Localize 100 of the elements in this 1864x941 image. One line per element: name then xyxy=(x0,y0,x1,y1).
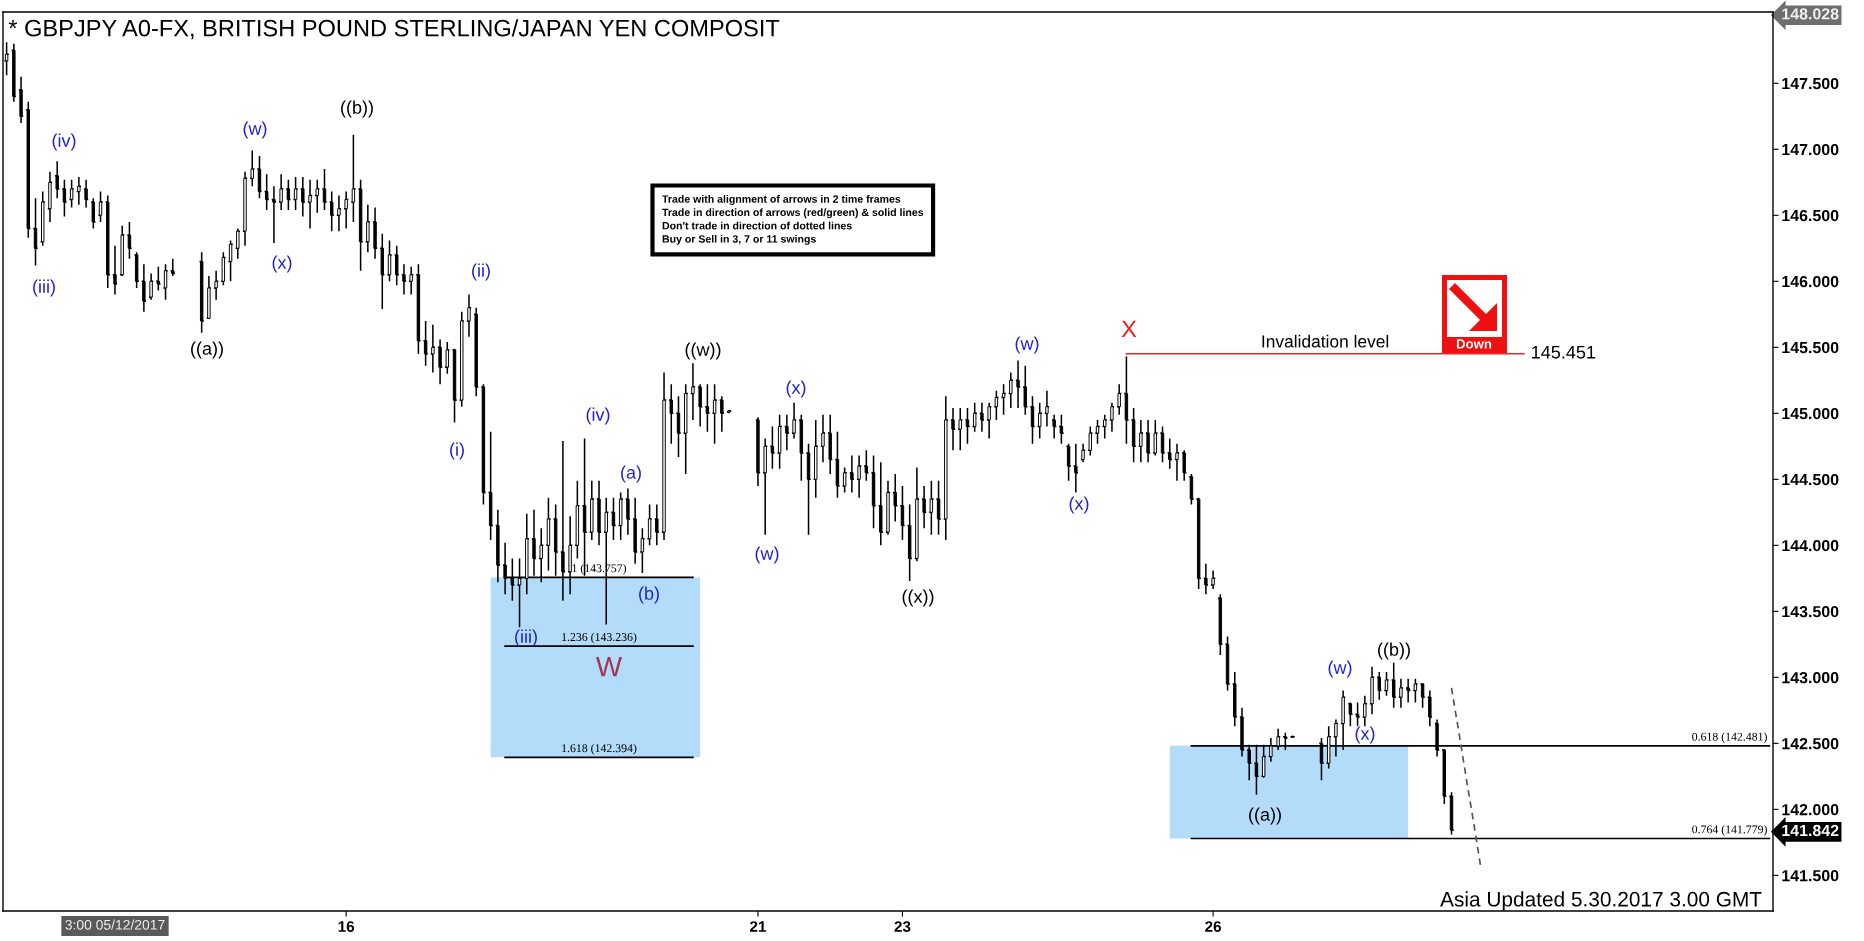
candlestick xyxy=(1188,473,1195,506)
candlestick xyxy=(856,454,863,499)
candlestick xyxy=(205,275,212,320)
candlestick xyxy=(588,479,595,541)
candlestick xyxy=(617,491,624,541)
candlestick xyxy=(350,134,357,223)
y-tick-label: 147.000 xyxy=(1782,143,1839,156)
candlestick xyxy=(1354,701,1361,727)
candlestick xyxy=(1137,419,1144,463)
annotation: Asia Updated 5.30.2017 3.00 GMT xyxy=(1440,891,1762,911)
annotation: ((a)) xyxy=(191,341,223,359)
candlestick xyxy=(278,173,285,211)
candlestick xyxy=(263,173,270,211)
candlestick xyxy=(270,185,277,244)
candlestick xyxy=(1361,695,1368,727)
candlestick xyxy=(682,383,689,475)
candlestick xyxy=(386,239,393,283)
candlestick xyxy=(422,320,429,367)
candlestick xyxy=(971,401,978,433)
annotation: (w) xyxy=(243,121,267,139)
candlestick xyxy=(162,263,169,301)
candlestick xyxy=(921,485,928,529)
candlestick xyxy=(32,197,39,267)
candlestick xyxy=(574,479,581,560)
candlestick xyxy=(834,431,841,499)
candlestick xyxy=(935,479,942,536)
candlestick xyxy=(372,206,378,260)
candlestick xyxy=(1080,442,1086,463)
annotation: (x) xyxy=(786,380,806,398)
candlestick xyxy=(393,244,400,287)
annotation: (w) xyxy=(1328,660,1352,678)
candlestick xyxy=(877,461,884,547)
candlestick xyxy=(487,431,494,541)
x-tick-label: 16 xyxy=(338,921,355,932)
chart-title: * GBPJPY A0-FX, BRITISH POUND STERLING/JAPAN YEN COMPOSIT xyxy=(8,19,780,40)
candlestick xyxy=(848,454,855,494)
candlestick xyxy=(119,225,126,277)
candlestick xyxy=(408,266,415,296)
y-tick-label: 148.028 xyxy=(1782,8,1839,20)
candlestick xyxy=(718,395,725,433)
candlestick xyxy=(155,266,162,292)
annotation: ((b)) xyxy=(341,100,373,118)
candlestick xyxy=(10,42,17,103)
y-tick-label: 144.500 xyxy=(1782,473,1839,486)
candlestick xyxy=(242,170,248,247)
candlestick xyxy=(1051,413,1058,440)
candlestick xyxy=(336,194,342,232)
y-tick-label: 143.500 xyxy=(1782,605,1839,618)
candlestick xyxy=(18,75,24,124)
candlestick xyxy=(690,362,696,421)
candlestick xyxy=(1109,401,1115,433)
candlestick xyxy=(61,178,68,218)
candlestick xyxy=(812,419,819,499)
candlestick xyxy=(314,178,321,214)
candlestick xyxy=(1398,677,1404,709)
candlestick xyxy=(234,227,241,260)
candlestick xyxy=(343,190,350,230)
candlestick xyxy=(950,407,956,452)
candlestick xyxy=(1412,677,1419,704)
annotation: (a) xyxy=(621,465,641,483)
candlestick xyxy=(1426,689,1433,727)
y-tick-label: 143.000 xyxy=(1782,671,1839,684)
data-label: 145.451 xyxy=(1532,346,1596,359)
candlestick xyxy=(892,473,899,523)
y-tick-label: 142.000 xyxy=(1782,803,1839,816)
candlestick xyxy=(675,395,682,458)
candlestick xyxy=(429,324,436,374)
annotation: Trade with alignment of arrows in 2 time frames Trade in direction of arrows (red/green) & solid lines Don't trade in direction of dotted lines Buy or Sell in 3, 7 or 11 swings xyxy=(662,195,924,245)
annotation: ((w)) xyxy=(685,342,721,360)
candlestick xyxy=(47,170,53,223)
candlestick xyxy=(863,449,870,482)
candlestick xyxy=(726,409,732,415)
candlestick xyxy=(1405,677,1412,704)
candlestick xyxy=(776,413,783,470)
candlestick xyxy=(827,413,834,475)
candlestick xyxy=(1376,671,1383,701)
candlestick xyxy=(928,479,935,536)
candlestick xyxy=(545,497,552,572)
annotation: (x) xyxy=(1355,726,1375,744)
candlestick xyxy=(841,466,848,494)
line-series xyxy=(1450,687,1482,866)
candlestick xyxy=(1123,355,1130,445)
y-tick-label: 141.500 xyxy=(1782,869,1839,882)
candlestick xyxy=(292,176,299,211)
annotation: X xyxy=(1121,320,1137,338)
candlestick xyxy=(1383,671,1390,697)
annotation: (i) xyxy=(450,442,464,460)
candlestick xyxy=(198,251,205,334)
text: 3:00 05/12/2017 xyxy=(65,919,165,930)
candlestick xyxy=(126,221,133,260)
candlestick xyxy=(1015,359,1021,409)
annotation: ((a)) xyxy=(1249,807,1281,825)
candlestick xyxy=(1094,419,1101,445)
candlestick xyxy=(249,149,256,188)
annotation: (iv) xyxy=(52,133,76,151)
candlestick xyxy=(54,160,61,199)
candlestick xyxy=(1174,442,1180,482)
candlestick xyxy=(104,194,111,289)
legend-label: 0.618 (142.481) xyxy=(1692,732,1767,744)
candlestick xyxy=(820,413,826,463)
